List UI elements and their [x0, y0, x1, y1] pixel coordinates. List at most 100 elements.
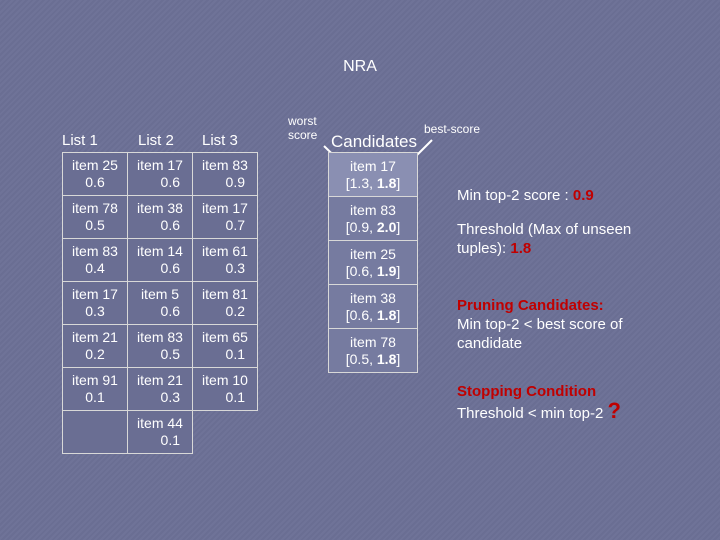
list-item-id: item 61 — [202, 243, 248, 259]
candidate-cell: item 25 [0.6, 1.9] — [328, 240, 418, 285]
list-item-score: 0.1 — [160, 432, 180, 448]
list-item-id: item 25 — [72, 157, 118, 173]
pruning-block: Pruning Candidates: Min top-2 < best sco… — [457, 296, 623, 353]
list-2-header: List 2 — [138, 132, 174, 149]
list-cell: item 81 0.2 — [192, 281, 258, 325]
candidate-separator: , — [369, 350, 377, 367]
list-item-id: item 78 — [72, 200, 118, 216]
slide-title: NRA — [343, 58, 377, 75]
list-item-score: 0.1 — [225, 389, 245, 405]
list-cell: item 5 0.6 — [127, 281, 193, 325]
list-item-score: 0.6 — [85, 174, 105, 190]
list-item-id: item 17 — [72, 286, 118, 302]
sorted-lists-table: item 25 0.6 item 17 0.6 item 83 0.9 item 78 0.5… — [62, 152, 258, 454]
list-cell: item 78 0.5 — [62, 195, 128, 239]
candidate-bracket-open: [ — [345, 174, 350, 191]
list-item-id: item 83 — [137, 329, 183, 345]
list-item-id: item 38 — [137, 200, 183, 216]
candidate-bracket-close: ] — [396, 306, 401, 323]
list-item-id: item 21 — [72, 329, 118, 345]
candidate-item-id: item 17 — [350, 157, 396, 174]
list-item-id: item 91 — [72, 372, 118, 388]
lists-row: item 78 0.5 item 38 0.6 item 17 0.7 — [62, 195, 258, 239]
candidate-bracket-close: ] — [396, 174, 401, 191]
list-cell: item 10 0.1 — [192, 367, 258, 411]
list-item-score: 0.3 — [225, 260, 245, 276]
candidate-worst-score: 0.6 — [349, 262, 370, 279]
list-cell: item 17 0.6 — [127, 152, 193, 196]
candidate-item-id: item 83 — [350, 201, 396, 218]
best-score-label: best-score — [424, 122, 481, 136]
list-empty-cell — [62, 410, 128, 454]
stopping-question-mark: ? — [607, 398, 621, 423]
list-item-score: 0.9 — [225, 174, 245, 190]
candidate-cell: item 17 [1.3, 1.8] — [328, 152, 418, 197]
candidate-row: item 83 [0.9, 2.0] — [328, 196, 418, 241]
candidate-best-score: 1.8 — [376, 306, 397, 323]
pruning-text-line1: Min top-2 < best score of — [457, 316, 623, 333]
list-item-score: 0.1 — [225, 346, 245, 362]
threshold-value: 1.8 — [510, 240, 532, 257]
candidates-header: Candidates — [331, 132, 418, 151]
candidate-separator: , — [369, 262, 377, 279]
list-item-id: item 21 — [137, 372, 183, 388]
candidate-worst-score: 0.5 — [349, 350, 370, 367]
list-item-score: 0.6 — [160, 174, 180, 190]
list-cell: item 44 0.1 — [127, 410, 193, 454]
candidates-table: item 17 [1.3, 1.8] item 83 [0.9, 2.0] item 2… — [328, 152, 418, 373]
list-item-score: 0.1 — [85, 389, 105, 405]
list-item-id: item 17 — [202, 200, 248, 216]
list-item-score: 0.4 — [85, 260, 105, 276]
list-item-score: 0.6 — [160, 260, 180, 276]
lists-row: item 91 0.1 item 21 0.3 item 10 0.1 — [62, 367, 258, 411]
list-item-score: 0.2 — [225, 303, 245, 319]
list-cell: item 65 0.1 — [192, 324, 258, 368]
list-item-score: 0.5 — [85, 217, 105, 233]
candidate-separator: , — [369, 306, 377, 323]
stopping-block: Stopping Condition Threshold < min top-2… — [457, 382, 621, 423]
threshold-label-line1: Threshold (Max of unseen — [457, 221, 632, 238]
min-top2-label: Min top-2 score : — [457, 187, 573, 204]
pruning-text-line2: candidate — [457, 335, 523, 352]
list-1-header: List 1 — [62, 132, 98, 149]
candidate-best-score: 1.8 — [376, 350, 397, 367]
list-cell: item 14 0.6 — [127, 238, 193, 282]
list-item-id: item 5 — [140, 286, 180, 302]
candidate-separator: , — [369, 174, 377, 191]
candidate-bracket-open: [ — [345, 306, 350, 323]
list-cell: item 38 0.6 — [127, 195, 193, 239]
list-cell: item 17 0.7 — [192, 195, 258, 239]
min-top2-line: Min top-2 score : 0.9 — [457, 186, 594, 205]
lists-row: item 21 0.2 item 83 0.5 item 65 0.1 — [62, 324, 258, 368]
lists-row: item 25 0.6 item 17 0.6 item 83 0.9 — [62, 152, 258, 196]
stopping-text-line: Threshold < min top-2 ? — [457, 398, 621, 423]
list-item-id: item 81 — [202, 286, 248, 302]
candidate-bracket-open: [ — [345, 218, 350, 235]
list-item-score: 0.7 — [225, 217, 245, 233]
candidate-bracket-open: [ — [345, 350, 350, 367]
pruning-title: Pruning Candidates: — [457, 297, 604, 314]
candidate-bracket-close: ] — [396, 262, 401, 279]
list-item-score: 0.5 — [160, 346, 180, 362]
list-item-id: item 83 — [72, 243, 118, 259]
candidate-cell: item 38 [0.6, 1.8] — [328, 284, 418, 329]
threshold-label-text: tuples): — [457, 240, 511, 257]
candidate-bracket-open: [ — [345, 262, 350, 279]
candidate-item-id: item 78 — [350, 333, 396, 350]
worst-score-label-line1: worst — [288, 114, 317, 128]
list-item-score: 0.3 — [85, 303, 105, 319]
candidate-row: item 25 [0.6, 1.9] — [328, 240, 418, 285]
list-cell: item 21 0.3 — [127, 367, 193, 411]
candidate-bracket-close: ] — [396, 350, 401, 367]
list-item-score: 0.2 — [85, 346, 105, 362]
candidate-worst-score: 0.9 — [349, 218, 370, 235]
list-item-id: item 44 — [137, 415, 183, 431]
list-item-id: item 83 — [202, 157, 248, 173]
list-item-id: item 10 — [202, 372, 248, 388]
list-cell: item 83 0.5 — [127, 324, 193, 368]
list-cell: item 17 0.3 — [62, 281, 128, 325]
list-cell: item 83 0.9 — [192, 152, 258, 196]
threshold-block: Threshold (Max of unseen tuples): 1.8 — [457, 220, 631, 258]
candidate-row: item 78 [0.5, 1.8] — [328, 328, 418, 373]
candidate-row: item 17 [1.3, 1.8] — [328, 152, 418, 197]
